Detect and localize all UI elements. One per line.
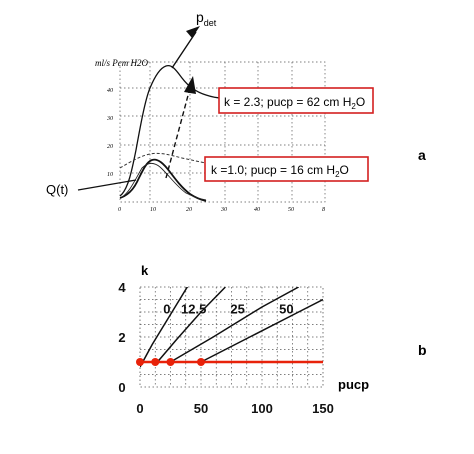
panel-a-x-tick: 8 bbox=[322, 207, 325, 213]
highlight-point bbox=[136, 358, 144, 366]
panel-a-y-tick: 10 bbox=[107, 172, 113, 178]
y-tick-label: 0 bbox=[118, 380, 125, 395]
panel-a-label: a bbox=[418, 147, 426, 163]
highlight-point bbox=[151, 358, 160, 366]
series-label: 0 bbox=[163, 301, 170, 316]
series-line bbox=[154, 287, 226, 365]
x-tick-label: 50 bbox=[194, 401, 208, 416]
annotation-box-low-text: k =1.0; pucp = 16 cm H2O bbox=[211, 163, 349, 179]
panel-a-x-tick: 10 bbox=[150, 207, 156, 213]
dashed-arrow-head bbox=[184, 76, 196, 94]
x-tick-label: 0 bbox=[136, 401, 143, 416]
highlight-point bbox=[166, 358, 175, 366]
panel-a: ml/s Pcm H2O 40 30 20 10 0 10 20 30 40 5… bbox=[46, 9, 426, 213]
qt-pointer bbox=[77, 179, 137, 191]
panel-b-label: b bbox=[418, 342, 427, 358]
flow-curve bbox=[119, 158, 207, 202]
plot-frame bbox=[139, 286, 324, 388]
panel-b-x-axis-label: pucp bbox=[338, 377, 369, 392]
panel-a-x-tick: 20 bbox=[186, 207, 192, 213]
panel-a-y-axis-label: ml/s Pcm H2O bbox=[95, 58, 148, 68]
annotation-box-low bbox=[204, 156, 369, 182]
pdet-label: pdet bbox=[196, 9, 217, 28]
series-label: 25 bbox=[230, 301, 244, 316]
y-tick-label: 2 bbox=[118, 330, 125, 345]
pdet-curve-low bbox=[119, 152, 207, 169]
panel-a-y-tick: 20 bbox=[107, 144, 113, 150]
pdet-arrow-head bbox=[186, 26, 200, 38]
dashed-arrow-shaft bbox=[165, 87, 191, 179]
x-tick-label: 150 bbox=[312, 401, 334, 416]
annotation-box-high-text: k = 2.3; pucp = 62 cm H2O bbox=[224, 95, 365, 111]
series-label: 50 bbox=[279, 301, 293, 316]
panel-a-x-tick: 0 bbox=[118, 207, 121, 213]
series-label: 12.5 bbox=[181, 301, 206, 316]
series-line bbox=[200, 298, 323, 363]
pdet-curve-high bbox=[119, 64, 223, 197]
qt-label: Q(t) bbox=[46, 182, 68, 197]
panel-a-y-tick: 40 bbox=[107, 87, 113, 94]
annotation-box-high bbox=[218, 87, 374, 114]
panel-a-x-tick: 30 bbox=[220, 207, 227, 213]
panel-a-x-tick: 50 bbox=[288, 207, 294, 213]
series-line bbox=[140, 287, 189, 368]
panel-a-x-tick: 40 bbox=[254, 206, 260, 213]
panel-b-y-axis-label: k bbox=[141, 263, 149, 278]
x-tick-label: 100 bbox=[251, 401, 273, 416]
highlight-point bbox=[197, 358, 205, 366]
panel-b-chart: 0 50 100 150 0 2 4 0 12.5 25 50 bbox=[118, 280, 333, 416]
panel-a-y-tick: 30 bbox=[106, 116, 113, 122]
flow-curve-thin bbox=[121, 162, 207, 201]
y-tick-label: 4 bbox=[118, 280, 126, 295]
series-line bbox=[170, 287, 299, 363]
